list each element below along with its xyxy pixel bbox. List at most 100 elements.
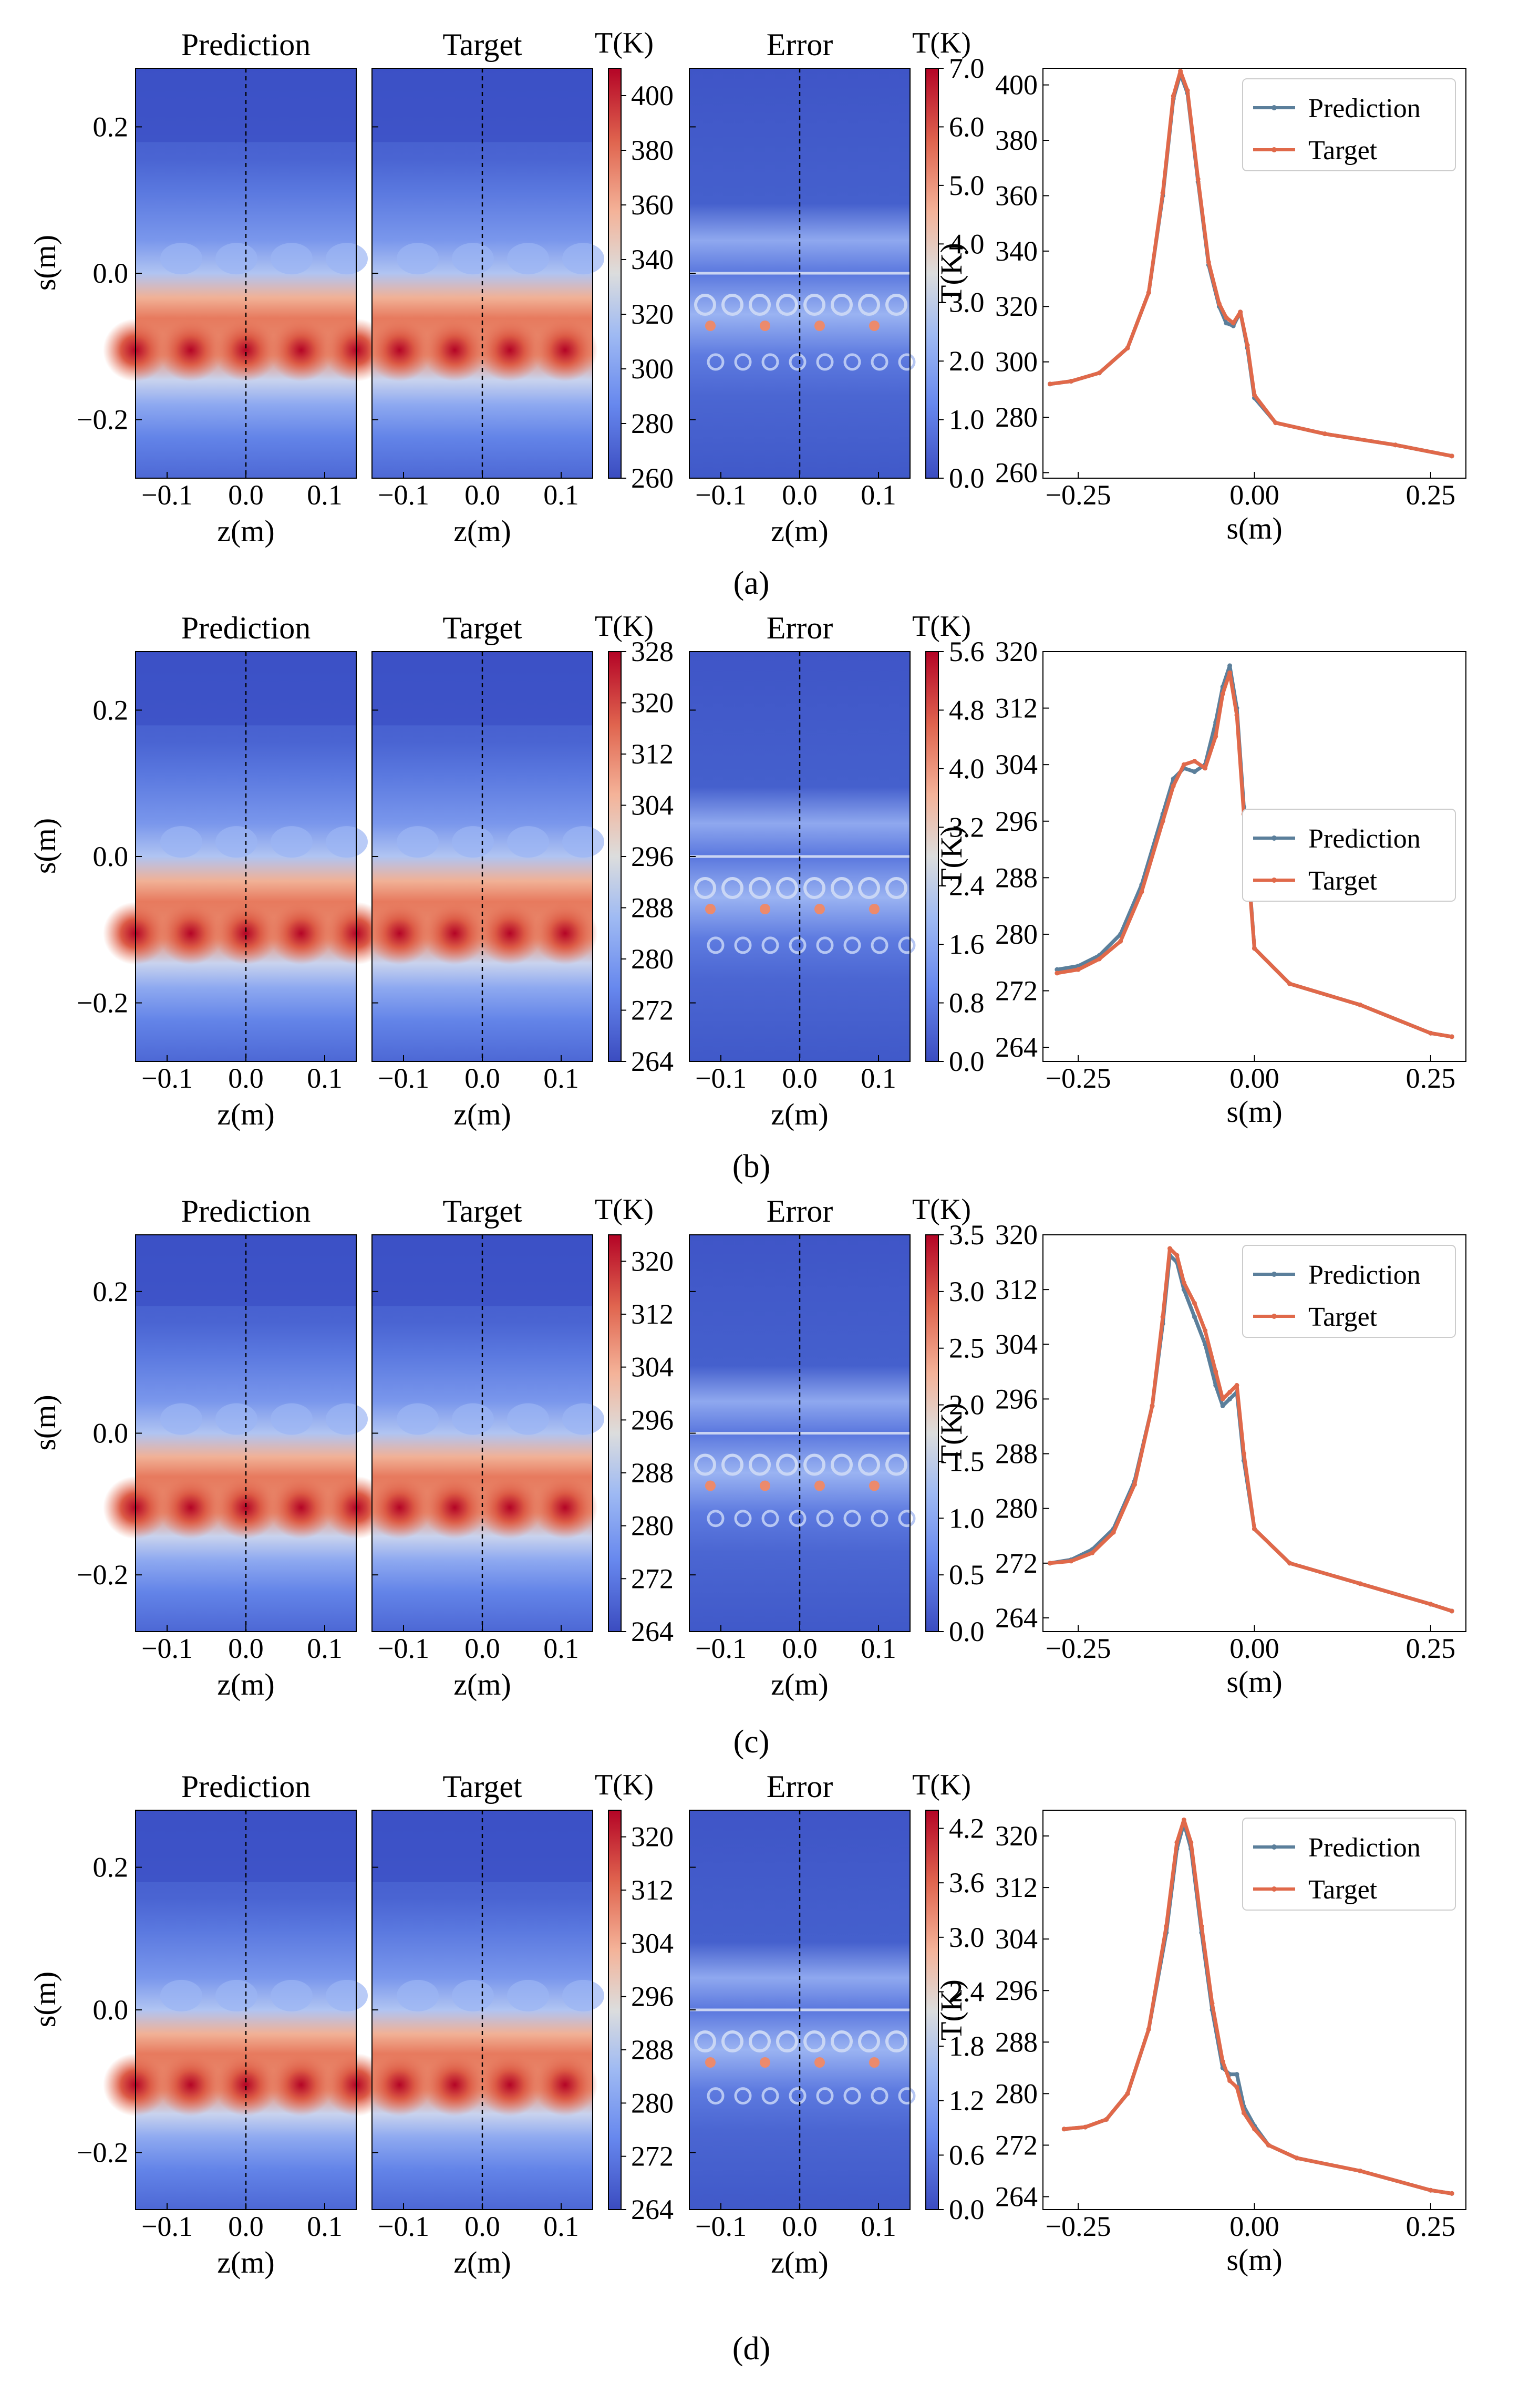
error-panel [689, 1810, 916, 2210]
colorbar-tick-label: 264 [631, 1616, 674, 1647]
error-ring [898, 936, 916, 954]
y-axis-label: T(K) [934, 243, 968, 304]
x-axis-label: z(m) [217, 1097, 275, 1131]
colorbar-tick-label: 380 [631, 135, 674, 166]
error-ring [749, 1453, 771, 1476]
x-tick-label: −0.1 [695, 479, 747, 511]
error-ring [789, 936, 807, 954]
y-tick-label: 300 [995, 346, 1038, 378]
error-panel [689, 1234, 916, 1632]
panel-title: Prediction [181, 1769, 311, 1804]
colorbar-tick-label: 260 [631, 462, 674, 494]
error-hotspot [760, 321, 770, 331]
target-point [1220, 2059, 1225, 2064]
y-tick-label: 0.0 [93, 1418, 129, 1449]
error-hotspot [705, 904, 716, 914]
hot-spot [158, 318, 223, 382]
wave-crest [326, 826, 368, 858]
panel-title: Target [442, 611, 522, 645]
legend-label: Target [1308, 866, 1378, 896]
target-point [1227, 670, 1233, 675]
x-tick-label: 0.00 [1229, 1633, 1279, 1664]
colorbar-tick-label: 0.0 [949, 1616, 985, 1647]
target-point [1252, 2127, 1257, 2132]
error-ring [803, 294, 825, 316]
colorbar-tick-label: 0.8 [949, 987, 985, 1019]
error-ring [803, 1453, 825, 1476]
x-tick-label: 0.00 [1229, 1062, 1279, 1094]
cold-band [136, 68, 356, 142]
x-tick-label: 0.1 [307, 1062, 343, 1094]
cold-band [372, 652, 593, 726]
x-tick-label: 0.00 [1229, 479, 1279, 511]
legend-label: Prediction [1308, 1260, 1421, 1290]
target-point [1076, 967, 1081, 972]
y-tick-label: 272 [995, 975, 1038, 1007]
hot-spot [532, 318, 598, 382]
x-tick-label: 0.1 [543, 1633, 579, 1664]
wave-crest [397, 1403, 439, 1435]
x-tick-label: 0.0 [464, 1062, 500, 1094]
wave-crest [507, 826, 549, 858]
x-tick-label: 0.0 [464, 2211, 500, 2242]
error-ring [694, 877, 716, 899]
target-point [1178, 68, 1183, 74]
hot-spot [213, 902, 278, 965]
x-tick-label: 0.0 [228, 1062, 264, 1094]
wave-crest [507, 1403, 549, 1435]
panel-title: Error [767, 1194, 833, 1229]
x-tick-label: 0.0 [782, 479, 818, 511]
error-ring [789, 2087, 807, 2105]
colorbar-tick-label: 0.0 [949, 2194, 985, 2225]
heatmap-panel [103, 1234, 389, 1632]
y-tick-label: 320 [995, 291, 1038, 322]
target-point [1252, 393, 1257, 398]
x-axis-label: z(m) [453, 1667, 511, 1701]
error-panel [689, 68, 916, 479]
error-ring [776, 877, 798, 899]
colorbar-tick-label: 5.0 [949, 170, 985, 201]
wave-crest [452, 1403, 494, 1435]
colorbar-tick-label: 288 [631, 2034, 674, 2066]
target-point [1192, 758, 1197, 763]
error-ring [885, 2030, 907, 2052]
target-point [1266, 2142, 1271, 2148]
error-ring [776, 2030, 798, 2052]
hot-spot [477, 902, 543, 965]
hot-spot [213, 318, 278, 382]
wave-crest [160, 1403, 202, 1435]
error-hotspot [705, 2057, 716, 2068]
target-point [1203, 1328, 1208, 1333]
error-ring [843, 2087, 861, 2105]
x-tick-label: −0.1 [695, 1062, 747, 1094]
y-tick-label: 312 [995, 693, 1038, 724]
x-tick-label: 0.25 [1406, 1062, 1456, 1094]
error-ring [721, 877, 743, 899]
x-axis-label: z(m) [217, 2245, 275, 2279]
x-tick-label: −0.1 [378, 479, 429, 511]
x-axis-label: s(m) [1226, 2243, 1282, 2277]
legend-label: Target [1308, 136, 1378, 166]
target-point [1294, 2155, 1299, 2161]
wave-crest [452, 243, 494, 275]
y-tick-label: 320 [995, 1820, 1038, 1852]
error-ring [898, 1510, 916, 1528]
target-point [1224, 315, 1229, 320]
prediction-point [1234, 2072, 1239, 2077]
target-point [1234, 2085, 1239, 2090]
error-ring [707, 1510, 725, 1528]
hot-spot [268, 902, 334, 965]
error-ring [721, 2030, 743, 2052]
error-ring [803, 2030, 825, 2052]
cold-band [372, 68, 593, 142]
y-tick-label: 0.0 [93, 257, 129, 289]
y-tick-label: −0.2 [77, 404, 128, 436]
target-point [1252, 946, 1257, 951]
colorbar-tick-label: 4.0 [949, 753, 985, 785]
colorbar-tick-label: 2.0 [949, 1389, 985, 1421]
target-point [1449, 453, 1454, 459]
error-ring [871, 1510, 888, 1528]
hot-spot [422, 318, 488, 382]
target-point [1287, 1561, 1293, 1566]
target-point [1111, 1530, 1116, 1535]
